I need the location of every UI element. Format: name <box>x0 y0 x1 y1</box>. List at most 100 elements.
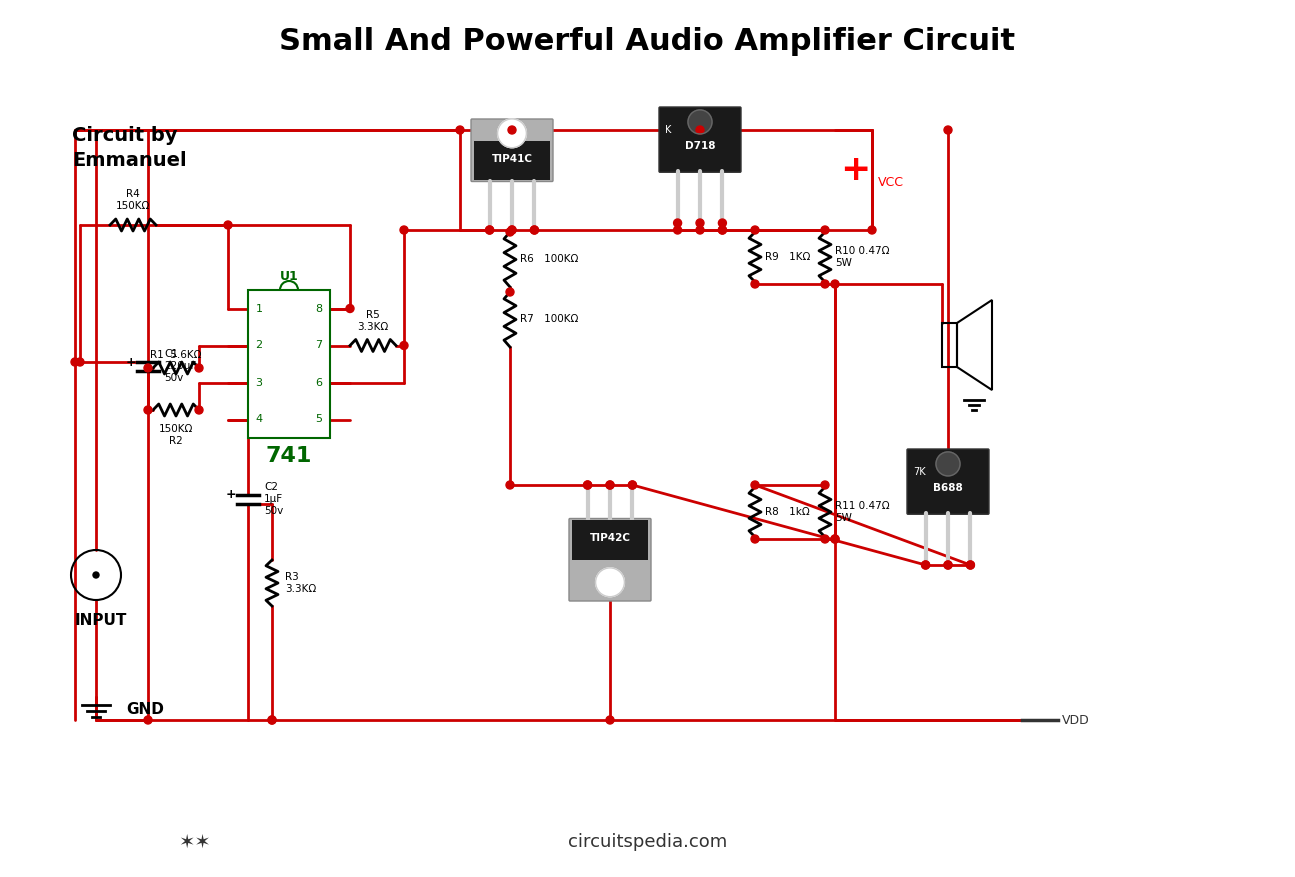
Circle shape <box>144 406 152 414</box>
Text: 3: 3 <box>255 377 263 388</box>
Text: 7K: 7K <box>913 467 926 477</box>
FancyBboxPatch shape <box>659 107 741 172</box>
Circle shape <box>508 226 515 234</box>
Text: 5: 5 <box>316 415 322 424</box>
Text: C2
1μF
50v: C2 1μF 50v <box>264 482 284 516</box>
Text: R5
3.3KΩ: R5 3.3KΩ <box>357 310 388 332</box>
Text: B688: B688 <box>934 483 963 493</box>
Circle shape <box>831 535 839 543</box>
Text: R11 0.47Ω
5W: R11 0.47Ω 5W <box>835 501 890 523</box>
FancyBboxPatch shape <box>906 449 989 514</box>
Circle shape <box>821 535 829 543</box>
Circle shape <box>628 481 636 489</box>
Circle shape <box>821 226 829 234</box>
Text: VCC: VCC <box>878 175 904 189</box>
Circle shape <box>922 561 930 569</box>
Text: 2: 2 <box>255 340 263 351</box>
Circle shape <box>868 226 875 234</box>
Bar <box>941 323 957 367</box>
Circle shape <box>196 406 203 414</box>
Bar <box>474 141 550 181</box>
Text: C1
220μF
50v: C1 220μF 50v <box>164 349 197 382</box>
Circle shape <box>196 364 203 372</box>
Circle shape <box>531 226 539 234</box>
Text: U1: U1 <box>280 269 298 282</box>
Circle shape <box>922 561 930 569</box>
Text: R10 0.47Ω
5W: R10 0.47Ω 5W <box>835 246 890 267</box>
Text: VDD: VDD <box>1062 714 1090 726</box>
Circle shape <box>688 110 712 134</box>
Text: 6: 6 <box>316 377 322 388</box>
Circle shape <box>751 226 759 234</box>
Circle shape <box>944 561 952 569</box>
Circle shape <box>400 226 408 234</box>
Circle shape <box>486 226 493 234</box>
Circle shape <box>400 341 408 350</box>
Circle shape <box>719 226 726 234</box>
Text: 150KΩ
R2: 150KΩ R2 <box>159 424 193 446</box>
Circle shape <box>719 226 726 234</box>
Text: +: + <box>126 355 136 368</box>
Circle shape <box>346 304 354 312</box>
Text: +: + <box>840 153 870 187</box>
Circle shape <box>596 568 624 596</box>
Text: 8: 8 <box>316 303 322 313</box>
Text: Small And Powerful Audio Amplifier Circuit: Small And Powerful Audio Amplifier Circu… <box>278 27 1015 56</box>
Circle shape <box>695 219 704 227</box>
Text: D718: D718 <box>685 141 715 151</box>
Text: R3
3.3KΩ: R3 3.3KΩ <box>285 572 316 594</box>
Circle shape <box>944 561 952 569</box>
Circle shape <box>93 572 98 578</box>
Circle shape <box>508 226 515 234</box>
Text: TIP41C: TIP41C <box>492 153 532 164</box>
Circle shape <box>673 226 681 234</box>
Text: R4
150KΩ: R4 150KΩ <box>115 189 150 211</box>
Circle shape <box>606 481 614 489</box>
Circle shape <box>531 226 539 234</box>
Text: R1  5.6KΩ: R1 5.6KΩ <box>150 350 202 360</box>
Circle shape <box>821 280 829 288</box>
Circle shape <box>508 126 515 134</box>
Circle shape <box>456 126 464 134</box>
FancyBboxPatch shape <box>471 119 553 182</box>
Text: 741: 741 <box>265 446 312 466</box>
Circle shape <box>606 716 614 724</box>
Circle shape <box>268 716 276 724</box>
Circle shape <box>268 716 276 724</box>
Text: 4: 4 <box>255 415 263 424</box>
FancyBboxPatch shape <box>569 518 651 601</box>
Circle shape <box>821 481 829 489</box>
Circle shape <box>584 481 592 489</box>
Text: R7 100KΩ: R7 100KΩ <box>521 315 579 324</box>
Circle shape <box>719 219 726 227</box>
Text: Circuit by
Emmanuel: Circuit by Emmanuel <box>73 126 186 170</box>
Bar <box>249 290 330 438</box>
Circle shape <box>695 126 704 134</box>
Circle shape <box>966 561 974 569</box>
Text: ✶✶: ✶✶ <box>179 832 211 852</box>
Circle shape <box>751 481 759 489</box>
Text: 1: 1 <box>255 303 263 313</box>
Text: TIP42C: TIP42C <box>589 532 631 543</box>
Circle shape <box>673 219 681 227</box>
Bar <box>572 519 648 560</box>
Circle shape <box>966 561 974 569</box>
Circle shape <box>936 452 960 476</box>
Text: 7: 7 <box>316 340 322 351</box>
Text: R6 100KΩ: R6 100KΩ <box>521 254 579 265</box>
Circle shape <box>224 221 232 229</box>
Circle shape <box>144 364 152 372</box>
Text: K: K <box>666 125 671 135</box>
Circle shape <box>628 481 636 489</box>
Circle shape <box>584 481 592 489</box>
Circle shape <box>497 119 526 147</box>
Circle shape <box>831 535 839 543</box>
Circle shape <box>506 228 514 236</box>
Circle shape <box>831 280 839 288</box>
Circle shape <box>71 358 79 366</box>
Circle shape <box>506 288 514 296</box>
Text: INPUT: INPUT <box>75 613 127 628</box>
Circle shape <box>144 716 152 724</box>
Circle shape <box>695 226 704 234</box>
Circle shape <box>506 481 514 489</box>
